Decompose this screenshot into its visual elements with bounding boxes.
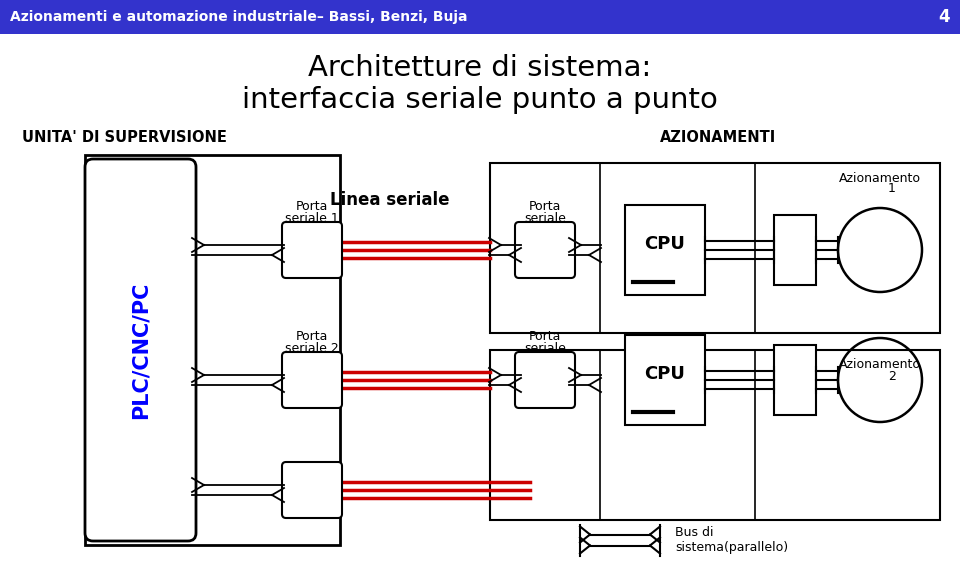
Text: 4: 4	[938, 8, 950, 26]
Text: Porta: Porta	[296, 330, 328, 343]
Bar	[85, 155, 340, 545]
Bar	[490, 350, 940, 520]
Bar	[774, 215, 816, 285]
Text: Azionamenti e automazione industriale– Bassi, Benzi, Buja: Azionamenti e automazione industriale– B…	[10, 10, 468, 24]
FancyBboxPatch shape	[282, 352, 342, 408]
Text: seriale 1: seriale 1	[285, 211, 339, 224]
Text: Azionamento: Azionamento	[839, 171, 921, 184]
FancyBboxPatch shape	[515, 222, 575, 278]
Text: CPU: CPU	[644, 365, 685, 383]
Text: seriale 2: seriale 2	[285, 342, 339, 355]
Bar	[0, 0, 960, 34]
Text: Azionamento: Azionamento	[839, 359, 921, 372]
Text: Architetture di sistema:: Architetture di sistema:	[308, 54, 652, 82]
Text: seriale: seriale	[524, 342, 566, 355]
Bar	[625, 335, 705, 425]
Bar	[490, 163, 940, 333]
Text: interfaccia seriale punto a punto: interfaccia seriale punto a punto	[242, 86, 718, 114]
Bar	[774, 345, 816, 415]
Text: Porta: Porta	[529, 330, 562, 343]
Text: UNITA' DI SUPERVISIONE: UNITA' DI SUPERVISIONE	[22, 130, 227, 146]
Text: Porta: Porta	[296, 201, 328, 214]
Text: Porta: Porta	[529, 201, 562, 214]
Bar	[625, 205, 705, 295]
Text: AZIONAMENTI: AZIONAMENTI	[660, 130, 777, 146]
FancyBboxPatch shape	[515, 352, 575, 408]
Text: Linea seriale: Linea seriale	[330, 191, 449, 209]
Text: 1: 1	[888, 183, 896, 195]
FancyBboxPatch shape	[282, 462, 342, 518]
FancyBboxPatch shape	[282, 222, 342, 278]
Text: CPU: CPU	[644, 235, 685, 253]
Text: seriale: seriale	[524, 211, 566, 224]
Text: PLC/CNC/PC: PLC/CNC/PC	[131, 281, 151, 419]
FancyBboxPatch shape	[85, 159, 196, 541]
Text: Bus di
sistema(parallelo): Bus di sistema(parallelo)	[675, 526, 788, 554]
Text: 2: 2	[888, 369, 896, 383]
